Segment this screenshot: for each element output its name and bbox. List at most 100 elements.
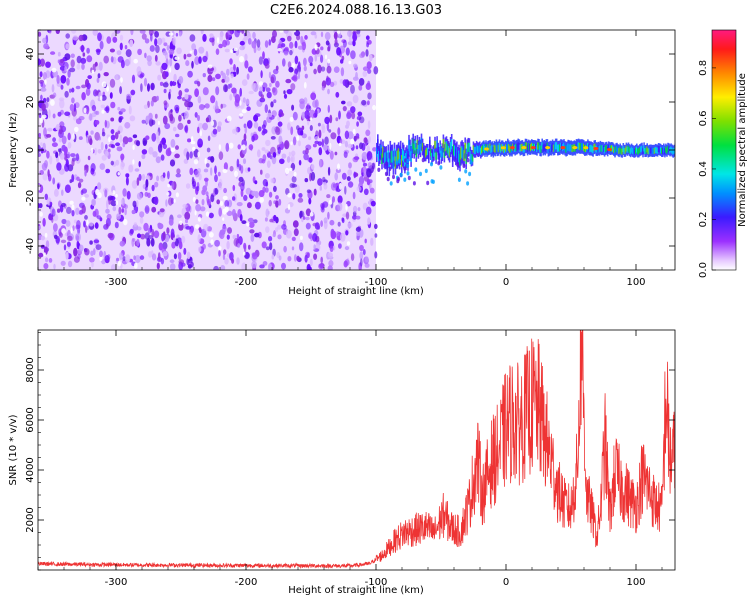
spectrogram-band-core [524,142,527,150]
spectrogram-noise-blob [89,240,93,245]
spectrogram-noise-blob [353,171,357,179]
spectrogram-noise-gap [303,82,307,89]
spectrogram-noise-blob [72,115,78,121]
spectrogram-noise-blob [104,119,108,128]
spectrogram-noise-blob [359,116,365,124]
spectrogram-noise-blob [54,188,59,197]
spectrogram-noise-blob [204,177,209,182]
spectrogram-noise-blob [253,219,258,224]
spectrogram-noise-blob [293,254,297,262]
spectrogram-noise-gap [108,136,111,143]
spectrogram-noise-blob [303,65,307,72]
spectrogram-band-core [647,148,649,155]
spectrogram-noise-blob [327,265,333,270]
spectrogram-noise-blob [177,82,181,89]
spectrogram-noise-blob [259,264,265,269]
spectrogram-noise-gap [115,193,118,198]
spectrogram-band-core [382,146,384,158]
spectrogram-band-core [416,139,419,149]
spectrogram-noise-blob [51,142,58,148]
spectrogram-noise-blob [304,254,308,263]
spectrogram-band-core [629,148,632,155]
spectrogram-noise-blob [326,194,331,199]
spectrogram-noise-blob [340,67,345,77]
spectrogram-noise-blob [174,153,180,159]
spectrogram-noise-gap [296,135,300,141]
spectrogram-noise-blob [114,221,119,229]
spectrogram-noise-blob [169,159,176,167]
spectrogram-noise-blob [285,78,292,84]
spectrogram-noise-blob [71,30,77,34]
spectrogram-noise-blob [335,168,341,174]
spectrogram-noise-blob [328,129,332,133]
spectrogram-noise-blob [38,153,41,157]
spectrogram-noise-gap [117,172,121,176]
spectrogram-noise-blob [194,88,200,98]
spectrogram-noise-gap [234,170,239,177]
spectrogram-noise-blob [265,246,270,251]
spectrogram-stray-blob [397,158,401,164]
spectrogram-noise-blob [261,147,266,151]
spectrogram-noise-blob [355,145,359,150]
spectrogram-noise-blob [270,101,274,108]
spectrogram-noise-blob [94,61,98,67]
spectrogram-noise-blob [236,66,240,75]
spectrogram-band-core [470,154,473,163]
spectrogram-noise-blob [61,135,67,145]
spectrogram-noise-blob [124,45,128,50]
spectrogram-noise-blob [125,49,132,58]
spectrogram-noise-gap [209,232,214,238]
spectrogram-noise-blob [52,137,56,143]
spectrogram-noise-gap [207,64,213,69]
spectrogram-noise-blob [48,109,51,119]
spectrogram-band-core [598,145,601,153]
spectrogram-noise-blob [105,222,109,229]
spectrogram-noise-blob [238,176,244,183]
spectrogram-band-core [381,153,383,165]
spectrogram-band-core [588,144,590,152]
spectrogram-noise-blob [267,263,273,270]
spectrogram-noise-blob [278,198,282,206]
spectrogram-noise-blob [99,217,103,222]
spectrogram-noise-blob [183,53,187,60]
spectrogram-noise-blob [141,153,146,160]
spectrogram-noise-blob [359,244,364,252]
spectrogram-noise-gap [337,30,341,34]
spectrogram-band-core [592,146,594,154]
spectrogram-noise-blob [347,169,353,176]
spectrogram-noise-blob [323,217,328,224]
spectrogram-noise-blob [224,257,229,265]
spectrogram-band-core [518,142,521,151]
spectrogram-band-core [654,146,657,153]
spectrogram-noise-blob [43,43,49,50]
spectrogram-noise-blob [92,210,97,217]
spectrogram-noise-blob [164,123,171,130]
spectrogram-noise-blob [168,49,175,55]
spectrogram-noise-blob [251,190,257,197]
spectrogram-noise-blob [270,178,275,184]
spectrogram-noise-gap [61,228,66,234]
spectrogram-hot-spot [530,146,536,150]
spectrogram-hot-spot [593,146,599,151]
snr-y-tick-label: 6000 [25,407,36,432]
spectrogram-noise-blob [78,136,83,141]
spectrogram-stray-blob [406,163,410,169]
spectrogram-noise-blob [304,73,308,79]
spectrogram-band-core [421,142,424,152]
spectrogram-noise-blob [135,200,139,208]
spectrogram-noise-blob [268,39,272,46]
spectrogram-band-core [451,151,454,162]
spectrogram-noise-blob [173,237,176,242]
spectrogram-band-core [591,145,593,153]
spectrogram-noise-blob [242,97,246,103]
spectrogram-noise-blob [226,240,230,250]
spectrogram-noise-blob [206,163,210,168]
spectrogram-noise-blob [325,40,330,46]
spectrogram-noise-blob [109,48,115,53]
spectrogram-noise-blob [110,160,115,166]
spectrogram-noise-blob [140,83,143,93]
spectrogram-noise-blob [119,240,126,247]
spectrogram-noise-blob [69,179,73,184]
spectrogram-noise-blob [57,148,62,153]
spectrogram-noise-blob [49,155,53,165]
